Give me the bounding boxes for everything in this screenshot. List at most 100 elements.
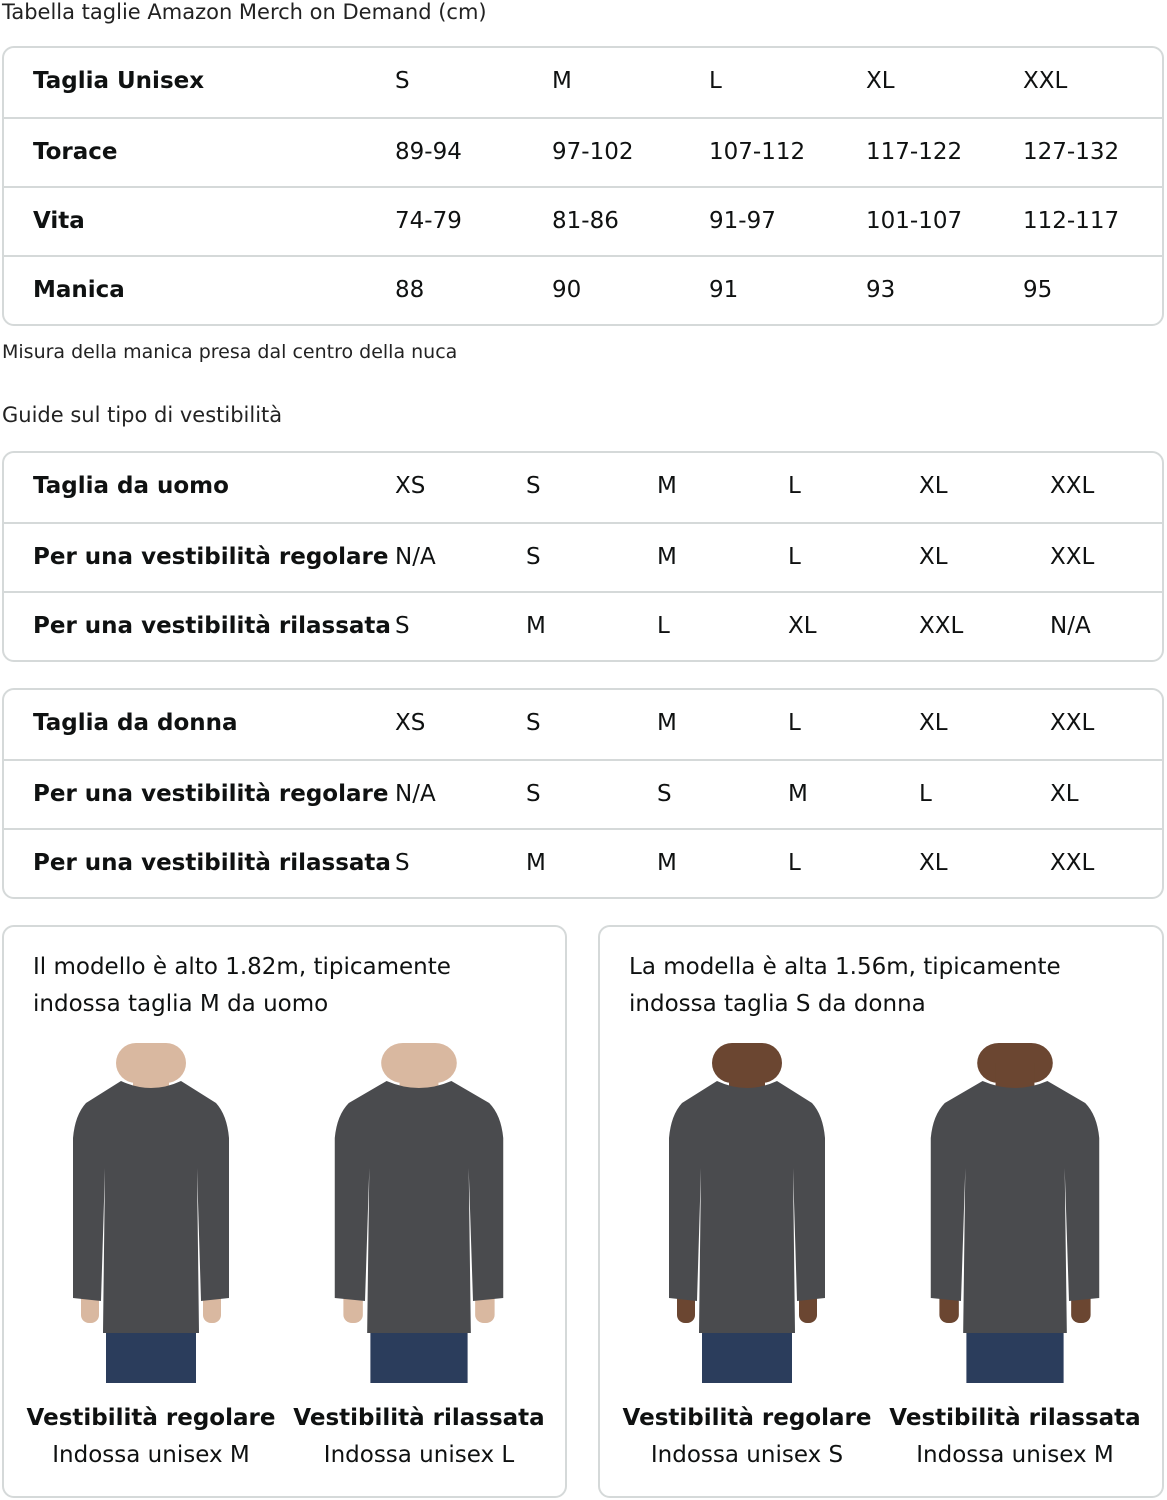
table-cell: M <box>657 710 677 736</box>
row-label: Manica <box>33 277 125 303</box>
table-row: Per una vestibilità regolare N/A S M L XL XXL <box>4 522 1162 591</box>
table-cell: 127-132 <box>1023 139 1120 165</box>
table-cell: M <box>788 781 808 807</box>
model-photo <box>319 1043 519 1383</box>
men-model-card: Il modello è alto 1.82m, tipicamente indo… <box>2 925 567 1498</box>
fit-label: Vestibilità regolare <box>622 1405 872 1431</box>
table-cell: 117-122 <box>866 139 963 165</box>
table-cell: XL <box>866 68 895 94</box>
table-cell: S <box>526 544 541 570</box>
fit-label: Vestibilità rilassata <box>889 1405 1141 1431</box>
table-cell: 88 <box>395 277 425 303</box>
row-label: Per una vestibilità rilassata <box>33 613 391 639</box>
row-label: Vita <box>33 208 85 234</box>
table-cell: XS <box>395 710 426 736</box>
table-cell: M <box>657 544 677 570</box>
table-cell: S <box>526 781 541 807</box>
table-cell: XL <box>919 850 948 876</box>
table-cell: XXL <box>1050 850 1095 876</box>
fit-label: Vestibilità rilassata <box>293 1405 545 1431</box>
table-cell: N/A <box>395 544 436 570</box>
table-cell: S <box>657 781 672 807</box>
table-cell: S <box>395 613 410 639</box>
table-cell: XS <box>395 473 426 499</box>
row-label: Per una vestibilità regolare <box>33 544 389 570</box>
table-cell: M <box>657 850 677 876</box>
fit-label: Vestibilità regolare <box>26 1405 276 1431</box>
table-cell: XXL <box>919 613 964 639</box>
table-cell: XL <box>919 710 948 736</box>
table-cell: XL <box>788 613 817 639</box>
description-line: indossa taglia M da uomo <box>33 991 329 1017</box>
table-cell: M <box>526 850 546 876</box>
table-cell: S <box>526 710 541 736</box>
table-cell: 97-102 <box>552 139 634 165</box>
table-cell: L <box>788 473 801 499</box>
table-row: Taglia da donna XS S M L XL XXL <box>4 690 1162 759</box>
table-cell: N/A <box>1050 613 1091 639</box>
table-cell: 107-112 <box>709 139 806 165</box>
table-cell: XL <box>919 544 948 570</box>
row-label: Torace <box>33 139 118 165</box>
description-line: indossa taglia S da donna <box>629 991 926 1017</box>
table-cell: 95 <box>1023 277 1053 303</box>
row-label: Per una vestibilità rilassata <box>33 850 391 876</box>
table-cell: M <box>657 473 677 499</box>
women-model-card: La modella è alta 1.56m, tipicamente indo… <box>598 925 1164 1498</box>
table-cell: XL <box>1050 781 1079 807</box>
table-cell: 81-86 <box>552 208 619 234</box>
table-cell: XL <box>919 473 948 499</box>
table-cell: XXL <box>1050 710 1095 736</box>
table-cell: S <box>395 68 410 94</box>
table-row: Manica 88 90 91 93 95 <box>4 255 1162 324</box>
model-photo <box>51 1043 251 1383</box>
men-fit-table: Taglia da uomo XS S M L XL XXL Per una vestibil… <box>2 451 1164 662</box>
row-label: Taglia da uomo <box>33 473 229 499</box>
model-photo <box>915 1043 1115 1383</box>
table-cell: 90 <box>552 277 582 303</box>
table-cell: 112-117 <box>1023 208 1120 234</box>
model-description: Il modello è alto 1.82m, tipicamente indo… <box>33 949 451 1023</box>
table-cell: 91 <box>709 277 739 303</box>
model-photo <box>647 1043 847 1383</box>
description-line: La modella è alta 1.56m, tipicamente <box>629 954 1061 980</box>
table-cell: L <box>919 781 932 807</box>
table-row: Taglia Unisex S M L XL XXL <box>4 48 1162 117</box>
table-cell: 91-97 <box>709 208 776 234</box>
table-row: Taglia da uomo XS S M L XL XXL <box>4 453 1162 522</box>
table-cell: L <box>788 544 801 570</box>
table-cell: N/A <box>395 781 436 807</box>
table-row: Torace 89-94 97-102 107-112 117-122 127-132 <box>4 117 1162 186</box>
row-label: Taglia Unisex <box>33 68 205 94</box>
fit-guide-title: Guide sul tipo di vestibilità <box>2 403 283 427</box>
table-row: Per una vestibilità regolare N/A S S M L XL <box>4 759 1162 828</box>
wears-size: Indossa unisex S <box>650 1442 844 1468</box>
table-row: Vita 74-79 81-86 91-97 101-107 112-117 <box>4 186 1162 255</box>
table-cell: XXL <box>1023 68 1068 94</box>
table-cell: L <box>788 710 801 736</box>
model-description: La modella è alta 1.56m, tipicamente indo… <box>629 949 1061 1023</box>
table-cell: XXL <box>1050 544 1095 570</box>
description-line: Il modello è alto 1.82m, tipicamente <box>33 954 451 980</box>
table-row: Per una vestibilità rilassata S M M L XL XXL <box>4 828 1162 897</box>
wears-size: Indossa unisex L <box>323 1442 515 1468</box>
wears-size: Indossa unisex M <box>916 1442 1114 1468</box>
table-cell: S <box>395 850 410 876</box>
table-cell: M <box>552 68 572 94</box>
table-cell: 89-94 <box>395 139 462 165</box>
table-cell: 101-107 <box>866 208 963 234</box>
page-title: Tabella taglie Amazon Merch on Demand (c… <box>2 0 487 24</box>
table-cell: M <box>526 613 546 639</box>
table-cell: 74-79 <box>395 208 462 234</box>
table-cell: L <box>788 850 801 876</box>
table-cell: S <box>526 473 541 499</box>
wears-size: Indossa unisex M <box>52 1442 250 1468</box>
sleeve-note: Misura della manica presa dal centro del… <box>2 341 458 363</box>
women-fit-table: Taglia da donna XS S M L XL XXL Per una vestibi… <box>2 688 1164 899</box>
table-cell: L <box>657 613 670 639</box>
table-cell: 93 <box>866 277 896 303</box>
table-row: Per una vestibilità rilassata S M L XL XXL N/A <box>4 591 1162 660</box>
row-label: Taglia da donna <box>33 710 238 736</box>
unisex-size-table: Taglia Unisex S M L XL XXL Torace 89-94 97-102 10… <box>2 46 1164 326</box>
table-cell: XXL <box>1050 473 1095 499</box>
